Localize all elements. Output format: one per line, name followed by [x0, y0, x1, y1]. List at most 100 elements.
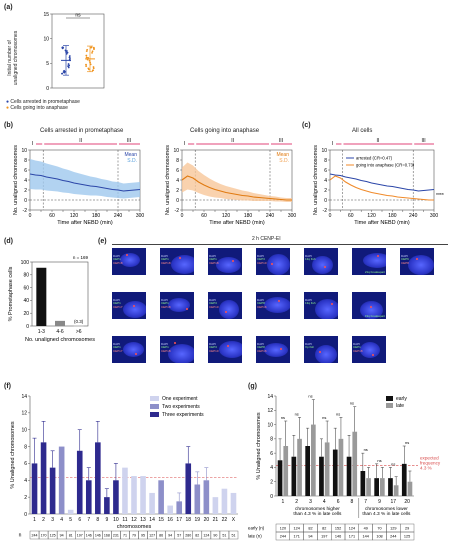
panel-g-ytick-label-2: 4: [270, 465, 273, 471]
fish-signal: [372, 354, 374, 356]
nucleus-blob: [168, 344, 194, 363]
panel-g-row_early-value-6: 49: [364, 527, 368, 531]
nucleus-blob: [360, 301, 383, 319]
panel-c-ytick-label-0: -2: [323, 208, 328, 214]
panel-b-right-ytick-label-1: 0: [176, 198, 179, 204]
panel-g-xtick-label-17: 17: [391, 499, 397, 505]
panel-g-group-right: chromosomes lower than 4.3 % in late cell…: [362, 506, 411, 517]
panel-g-row_early-value-4: 152: [335, 527, 341, 531]
panel-g-row_late-value-1: 171: [294, 535, 300, 539]
panel-d-xlabel: No. unaligned chromosomes: [25, 337, 95, 343]
panel-b-right-legend-sd: S.D.: [279, 158, 289, 164]
channel-label: CEP18: [353, 348, 363, 353]
panel-a-ylabel: Initial number of unaligned chromosomes: [7, 30, 19, 86]
panel-g-xtick-label-7: 7: [364, 499, 367, 505]
panel-f-n-value-21: 90: [213, 534, 217, 538]
nucleus-blob: [363, 253, 386, 268]
panel-f-bar-1: [31, 463, 38, 514]
micrograph-tile: 19q breakapart: [352, 292, 386, 319]
panel-c-ytick-label-4: 6: [324, 168, 327, 174]
panel-c-mean-line-0: [329, 173, 435, 192]
panel-f-xtick-label-7: 7: [87, 517, 90, 523]
panel-f-n-value-13: 95: [141, 534, 145, 538]
panel-f-bar-13: [140, 476, 146, 514]
panel-g-bar-early-7: [360, 471, 366, 496]
channel-label: CEP10: [209, 348, 219, 353]
channel-label: Xp fish: [305, 345, 315, 350]
nucleus-blob: [216, 257, 241, 273]
panel-b-right-xtick-label-2: 60: [201, 213, 207, 219]
panel-f-bar-22: [221, 488, 228, 514]
channel-label: DAPI: [209, 342, 217, 346]
panel-a-point: [66, 50, 68, 52]
panel-f-xtick-label-X: X: [232, 517, 236, 523]
panel-f-xtick-label-5: 5: [69, 517, 72, 523]
panel-d-xtick-label-2: >6: [76, 329, 82, 335]
panel-b-left-xlabel: Time after NEBD (min): [57, 220, 113, 226]
panel-a-point: [67, 66, 70, 69]
panel-g-legend-label-0: early: [396, 396, 407, 402]
channel-label: CEP1: [113, 301, 121, 306]
micrograph-channel-labels: DAPI CEP1 CEP17: [113, 342, 123, 353]
panel-f-xtick-label-6: 6: [78, 517, 81, 523]
panel-g-ns-2: ns: [295, 411, 299, 416]
panel-g-ns-3: ns: [308, 394, 312, 399]
panel-f-bar-19: [194, 484, 201, 514]
panel-f-n-value-7: 146: [86, 534, 92, 538]
legend-label-arrested: Cells arrested in prometaphase: [10, 99, 80, 105]
panel-f-n-value-8: 146: [95, 534, 101, 538]
panel-g-bar-early-6: [332, 449, 338, 496]
panel-b-right-title: Cells going into anaphase: [190, 128, 260, 134]
panel-g-group-right-line: than 4.3 % in late cells: [362, 511, 411, 517]
panel-g-bar-early-20: [401, 463, 407, 496]
panel-g-xtick-label-3: 3: [309, 499, 312, 505]
panel-b-left-xtick-label-0: 0: [29, 213, 32, 219]
nucleus-blob: [171, 255, 194, 274]
panel-f-n-value-17: 57: [177, 534, 181, 538]
panel-b-left-phase-label-3: III: [127, 138, 131, 144]
panel-b-left-ytick-label-5: 8: [24, 158, 27, 164]
panel-f-n-value-6: 197: [77, 534, 83, 538]
panel-f-ytick-label-5: 10: [21, 428, 27, 434]
panel-g-legend-swatch-1: [386, 403, 393, 408]
panel-f-legend-swatch-1: [150, 404, 159, 409]
panel-c-ytick-label-3: 4: [324, 178, 327, 184]
panel-f-xtick-label-12: 12: [131, 517, 137, 523]
panel-b-right-xtick-label-6: 180: [244, 213, 253, 219]
panel-f-ytick-label-1: 2: [24, 495, 27, 501]
micrograph-tile: DAPI CEP8 CEP16: [256, 336, 290, 363]
channel-label: CEP1: [209, 257, 217, 262]
panel-f-xtick-label-19: 19: [195, 517, 201, 523]
panel-g-row_late-value-2: 94: [308, 535, 312, 539]
panel-f-bar-7: [85, 480, 92, 514]
channel-label: DAPI: [209, 254, 217, 258]
panel-g-ytick-label-6: 12: [267, 408, 273, 414]
micrograph-channel-labels: DAPI CEP1 CEP18: [113, 254, 123, 265]
panel-g-bar-late-8: [352, 431, 358, 496]
nucleus-blob: [123, 342, 144, 357]
micrograph-tile: DAPI CEP1 CEP18: [112, 248, 146, 275]
panel-f-bar-3: [49, 467, 56, 514]
panel-b-right-xtick-label-4: 120: [222, 213, 231, 219]
panel-a-ytick-label-3: 15: [43, 12, 49, 18]
panel-g-bar-early-9: [374, 478, 379, 496]
nucleus-blob: [360, 342, 380, 358]
panel-f-xtick-label-16: 16: [167, 517, 173, 523]
panel-d-ytick-label-4: 80: [23, 273, 29, 279]
panel-d-annotation: (0.3): [74, 319, 84, 324]
panel-c-legend-arrested: arrested (CR=0.47): [356, 156, 393, 161]
panel-d-ytick-label-0: 0: [26, 324, 29, 330]
panel-b-right-xtick-label-10: 300: [288, 213, 297, 219]
panel-d-bar-0: [36, 267, 47, 326]
channel-label: DAPI: [353, 342, 361, 346]
probe-tag: 21q breakapart: [364, 270, 385, 274]
panel-g-label: (g): [248, 383, 257, 390]
panel-b-left-ytick-label-2: 2: [24, 188, 27, 194]
panel-c-xtick-label-10: 300: [430, 213, 439, 219]
panel-f-bar-14: [149, 492, 155, 514]
channel-label: CEP16: [257, 348, 267, 353]
micrograph-channel-labels: DAPI CEP1 CEP18: [161, 254, 171, 265]
micrograph-tile: DAPI Xp fish: [304, 336, 338, 363]
